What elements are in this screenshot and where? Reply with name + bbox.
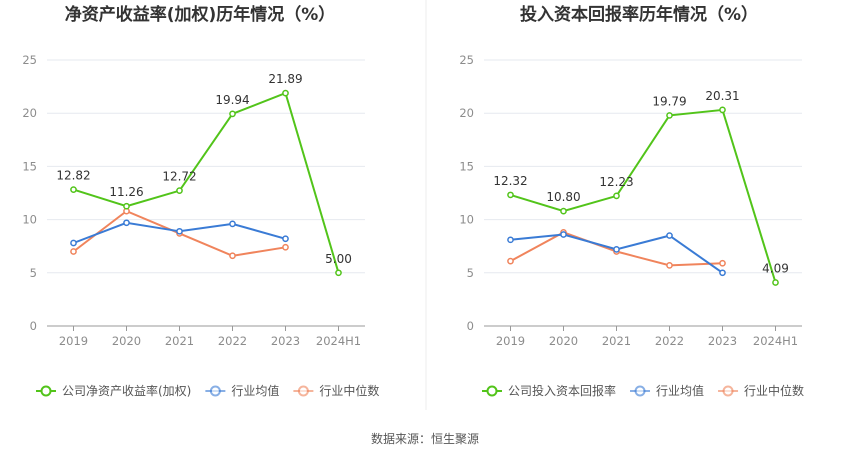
data-point-company (613, 192, 620, 200)
y-tick-label: 5 (30, 266, 37, 280)
series-line-company (510, 108, 777, 283)
y-tick-label: 0 (30, 319, 37, 333)
data-label: 12.23 (599, 175, 633, 189)
legend-marker-company (486, 385, 498, 397)
data-label: 21.89 (268, 72, 302, 86)
data-label: 19.79 (652, 94, 686, 108)
y-tick-label: 0 (467, 319, 474, 333)
x-tick-label: 2020 (549, 334, 578, 348)
y-tick-label: 15 (22, 159, 37, 173)
y-tick-label: 15 (459, 159, 474, 173)
data-point-industry_median (229, 252, 236, 260)
x-tick-label: 2019 (59, 334, 88, 348)
x-tick-label: 2024H1 (753, 334, 798, 348)
chart-title: 投入资本回报率历年情况（%） (520, 4, 758, 25)
roic-chart: 投入资本回报率历年情况（%） 0 5 10 15 20 25 2019 2020 2021 2022… (459, 4, 804, 398)
data-point-industry_avg (666, 232, 673, 239)
data-point-industry_avg (507, 236, 514, 244)
x-tick-label: 2023 (271, 334, 300, 348)
data-label: 5.00 (325, 252, 352, 266)
data-point-industry_median (719, 259, 726, 267)
legend-marker-industry_median (297, 385, 309, 397)
data-point-industry_avg (123, 219, 130, 227)
data-label: 12.72 (162, 170, 196, 184)
data-point-company (507, 191, 514, 199)
data-point-industry_median (666, 262, 673, 269)
x-tick-label: 2021 (165, 334, 194, 348)
y-tick-label: 10 (22, 213, 37, 227)
legend-label-industry_median: 行业中位数 (319, 383, 379, 398)
data-point-company (176, 187, 183, 195)
data-point-industry_avg (719, 269, 726, 277)
y-tick-label: 5 (467, 266, 474, 280)
data-label: 10.80 (546, 190, 580, 204)
data-point-company (70, 186, 77, 193)
data-point-company (666, 112, 673, 119)
data-label: 20.31 (705, 89, 739, 103)
legend-label-industry_avg: 行业均值 (231, 383, 279, 398)
data-point-company (282, 89, 289, 97)
data-label: 19.94 (215, 93, 249, 107)
legend-marker-industry_avg (209, 385, 221, 397)
data-point-industry_median (282, 243, 289, 251)
data-source: 数据来源：恒生聚源 (371, 431, 479, 446)
legend-label-company: 公司净资产收益率(加权) (62, 383, 191, 398)
data-label: 11.26 (109, 185, 143, 199)
y-tick-label: 20 (22, 106, 37, 120)
roe-chart: 净资产收益率(加权)历年情况（%） 0 5 10 15 20 25 2019 2020 2021 2… (22, 4, 379, 398)
legend-label-industry_avg: 行业均值 (656, 383, 704, 398)
data-point-industry_avg (560, 231, 567, 238)
legend-marker-industry_median (722, 385, 734, 397)
x-tick-label: 2021 (602, 334, 631, 348)
y-tick-label: 20 (459, 106, 474, 120)
data-point-industry_median (70, 248, 77, 255)
y-tick-label: 10 (459, 213, 474, 227)
y-tick-label: 25 (459, 53, 474, 67)
data-point-company (123, 202, 130, 210)
data-label: 12.32 (493, 174, 527, 188)
y-tick-label: 25 (22, 53, 37, 67)
data-point-industry_avg (613, 246, 620, 253)
chart-title: 净资产收益率(加权)历年情况（%） (65, 4, 336, 25)
data-point-industry_avg (70, 239, 77, 247)
data-point-company (719, 106, 726, 114)
data-point-company (560, 207, 567, 215)
data-point-industry_avg (282, 235, 289, 243)
x-tick-label: 2019 (496, 334, 525, 348)
data-point-industry_median (507, 257, 514, 265)
data-point-company (772, 279, 779, 286)
x-tick-label: 2023 (708, 334, 737, 348)
series-line-company (73, 91, 340, 274)
data-point-industry_avg (229, 220, 236, 228)
legend-marker-industry_avg (634, 385, 646, 397)
x-tick-label: 2024H1 (316, 334, 361, 348)
data-label: 4.09 (762, 261, 789, 275)
x-tick-label: 2022 (218, 334, 247, 348)
x-tick-label: 2020 (112, 334, 141, 348)
legend-label-company: 公司投入资本回报率 (508, 383, 616, 398)
data-point-company (229, 110, 236, 118)
data-point-company (335, 269, 342, 277)
data-label: 12.82 (56, 169, 90, 183)
data-point-industry_avg (176, 227, 183, 235)
legend-label-industry_median: 行业中位数 (744, 383, 804, 398)
x-tick-label: 2022 (655, 334, 684, 348)
legend-marker-company (40, 385, 52, 397)
